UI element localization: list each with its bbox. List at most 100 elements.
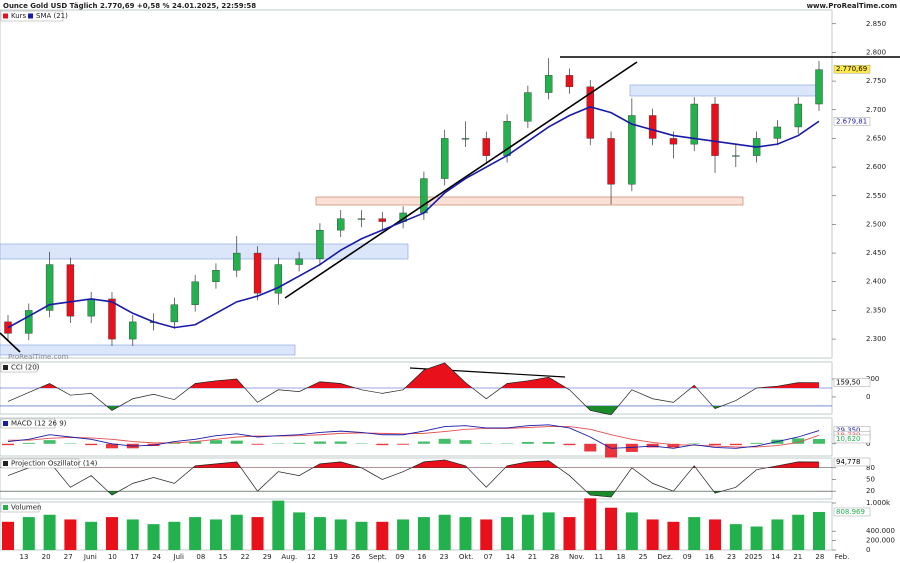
legend-box [0,362,38,373]
histogram-bar [813,438,825,444]
value-tag-label: 2.679,81 [836,117,867,125]
y-tick-label: 2.650 [866,134,886,142]
candle-body [87,298,95,317]
volume-bar [771,519,784,550]
volume-bar [667,521,680,550]
legend-label: Kurs [11,12,27,20]
volume-bar [22,517,35,550]
histogram-bar [750,442,763,444]
volume-bar [480,519,493,550]
x-tick-label: 13 [20,553,29,561]
x-tick-label: 09 [683,553,692,561]
y-tick-label: 2.700 [866,106,886,114]
x-tick-label: 09 [395,553,404,561]
projection-line [7,459,820,498]
legend-swatch [3,505,8,510]
volume-bar [64,519,77,550]
value-tag [833,65,871,74]
x-tick-label: 23 [727,553,736,561]
candle-body [420,178,428,214]
macd-panel [0,417,833,457]
histogram-bar [376,443,389,446]
x-tick-label: Aug. [281,553,297,561]
x-tick-label: Nov. [569,553,584,561]
value-tag [833,507,871,517]
x-tick-label: 10 [108,553,117,561]
candle-body [129,321,137,340]
x-tick-label: 24 [152,553,161,561]
value-tag [833,378,871,387]
legend-swatch [3,365,8,370]
x-tick-label: 21 [528,553,537,561]
volume-bar [397,519,410,550]
value-tag [833,457,871,467]
x-tick-label: 29 [263,553,272,561]
legend-box [0,418,56,429]
volume-bar [293,512,306,550]
candle-body [274,264,283,294]
volume-panel [0,501,833,551]
y-tick-label: 20 [866,487,875,495]
histogram-bar [230,440,243,444]
volume-bar [147,524,160,550]
x-tick-label: Feb. [835,553,850,561]
volume-bar [209,519,222,550]
y-tick-label: 2.300 [866,335,886,343]
legend-box [0,458,80,469]
histogram-bar [459,440,472,444]
x-tick-label: 14 [771,553,780,561]
y-tick-label: 50 [866,475,875,483]
candle-body [669,138,678,145]
volume-bar [605,507,618,550]
candle-body [607,138,615,185]
volume-bar [729,524,742,550]
histogram-bar [792,438,805,444]
zone [315,196,744,206]
candle-body [212,270,220,282]
zone [629,84,822,97]
y-tick-label: 400.000 [866,527,895,535]
legend-label: MACD (12 26 9) [11,420,67,428]
histogram-bar [2,443,14,446]
candle-body [524,92,532,122]
histogram-bar [334,441,347,444]
y-tick-label: 80 [866,464,875,472]
candle-body [815,69,823,105]
volume-bar [334,519,347,550]
candle-body [482,138,490,156]
candle-body [628,115,636,185]
histogram-bar [209,440,222,444]
y-tick-label: 2.550 [866,192,886,200]
legend-swatch [3,13,8,19]
value-tag-label: 2.770,69 [836,65,867,73]
y-tick-label: 200.000 [866,537,895,545]
histogram-bar [709,443,722,446]
value-tag-label: 29,350 [836,427,861,435]
histogram-bar [313,441,326,444]
chart-title: Ounce Gold USD Täglich 2.770,69 +0,58 % … [3,2,256,10]
histogram-bar [625,443,638,452]
candle-body [648,115,657,139]
y-tick-label: 1.000k [866,499,891,507]
x-tick-label: 19 [329,553,338,561]
volume-bar [251,517,264,550]
oversold-fill [8,405,819,414]
volume-bar [688,517,701,550]
y-tick-label: 2.600 [866,163,886,171]
x-tick-label: 21 [793,553,802,561]
histogram-bar [563,443,576,446]
volume-bar [521,514,534,550]
candle-body [690,103,698,145]
trendline [284,61,638,299]
y-tick-label: 0 [866,440,870,448]
volume-bar [43,514,56,550]
x-tick-label: 14 [506,553,515,561]
volume-bar [417,517,430,550]
watermark: ProRealTime.com [8,353,69,361]
x-tick-label: Juli [173,553,184,561]
source: www.ProRealTime.com [807,2,897,10]
histogram-bar [397,443,410,445]
candle-body [233,252,241,271]
